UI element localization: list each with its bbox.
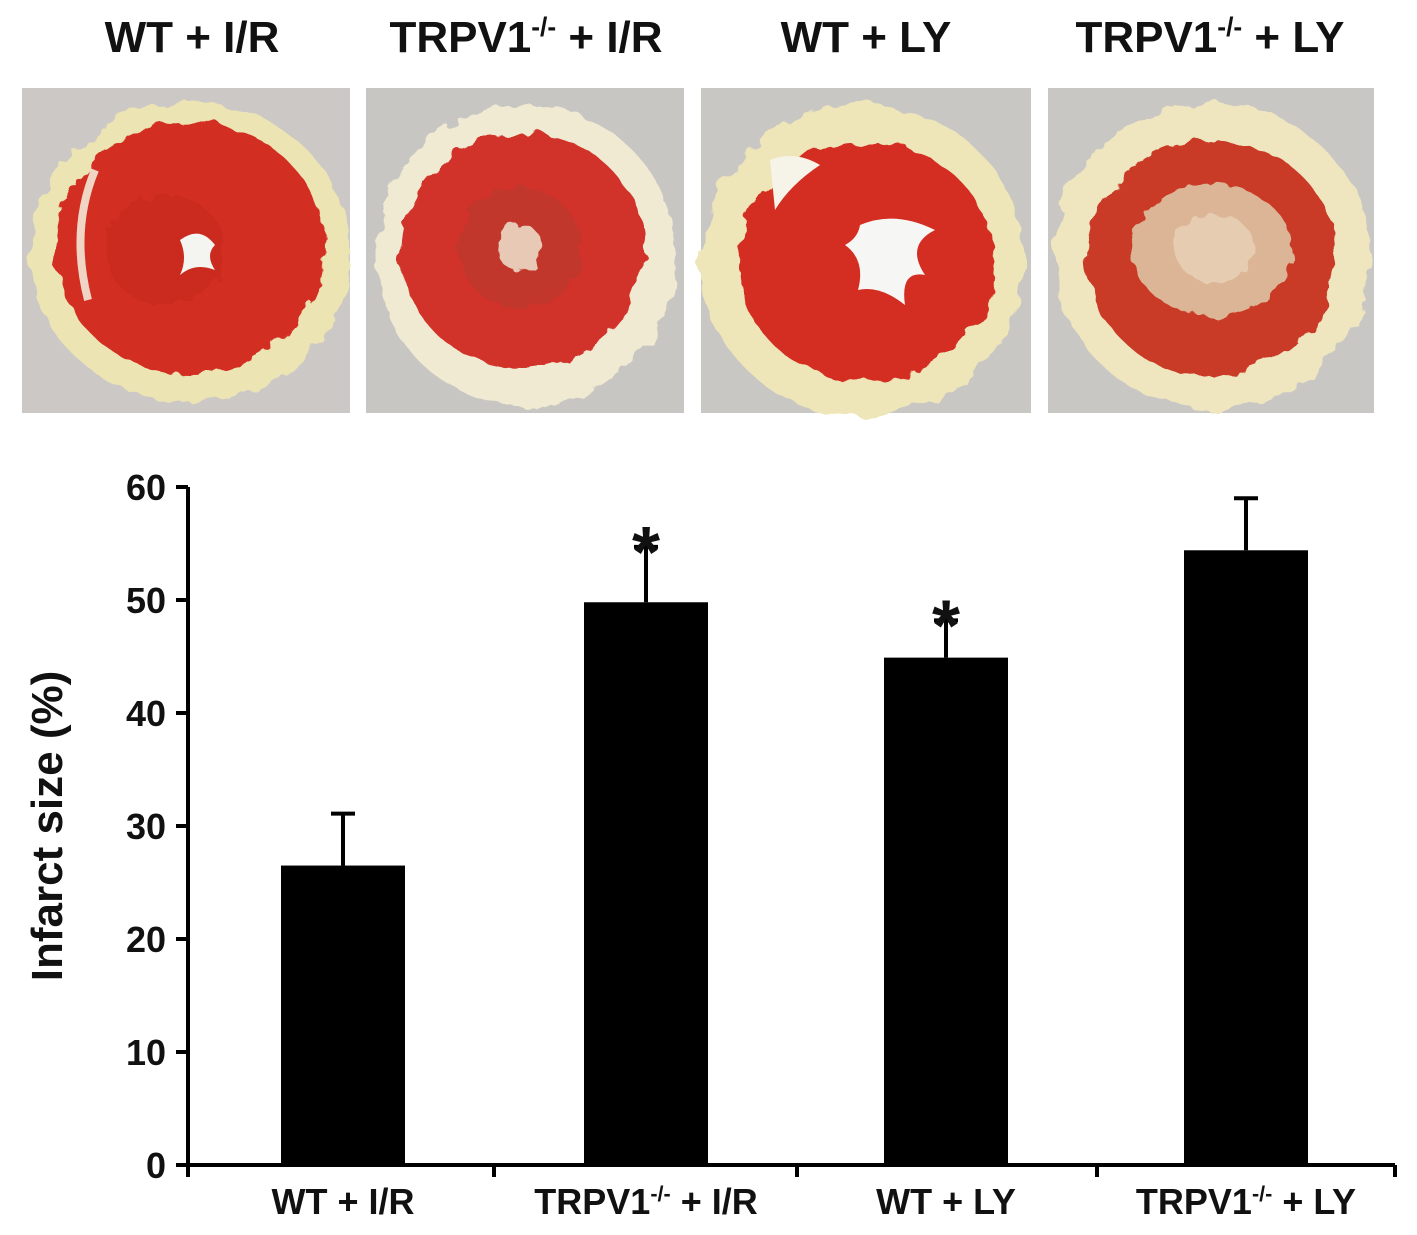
bars (281, 550, 1308, 1165)
photo-title-wt-ly: WT + LY (781, 13, 952, 62)
y-tick-label: 60 (126, 467, 166, 508)
y-tick-label: 0 (146, 1145, 166, 1186)
bar (584, 602, 708, 1165)
y-tick-label: 30 (126, 806, 166, 847)
photo-title-wt-ir: WT + I/R (105, 13, 280, 62)
significance-star: * (932, 586, 960, 666)
x-tick-label: WT + I/R (272, 1181, 415, 1222)
bar (1184, 550, 1308, 1165)
photo-title-trpv1-ir: TRPV1-/- + I/R (389, 12, 662, 62)
y-tick-label: 40 (126, 693, 166, 734)
photo-title-trpv1-ly: TRPV1-/- + LY (1075, 12, 1344, 62)
y-axis-label: Infarct size (%) (23, 671, 72, 982)
y-axis: 0 10 20 30 40 50 60 (126, 467, 190, 1186)
x-tick-label: TRPV1-/- + LY (1136, 1181, 1356, 1222)
x-tick-label: WT + LY (876, 1181, 1016, 1222)
x-axis (176, 1163, 1397, 1177)
significance-markers: ** (632, 513, 960, 666)
heart-section-photo-wt-ly (700, 88, 1031, 416)
bar (281, 865, 405, 1165)
bar (884, 657, 1008, 1165)
x-tick-label: TRPV1-/- + I/R (534, 1181, 757, 1222)
error-bars (331, 496, 1258, 866)
significance-star: * (632, 513, 660, 593)
heart-section-photo-trpv1-ir (366, 88, 684, 413)
x-tick-labels: WT + I/R TRPV1-/- + I/R WT + LY TRPV1-/- + … (272, 1181, 1357, 1222)
heart-section-photo-wt-ir (22, 88, 350, 413)
y-tick-label: 20 (126, 919, 166, 960)
y-tick-label: 50 (126, 580, 166, 621)
y-tick-label: 10 (126, 1032, 166, 1073)
heart-section-photo-trpv1-ly (1048, 88, 1374, 413)
